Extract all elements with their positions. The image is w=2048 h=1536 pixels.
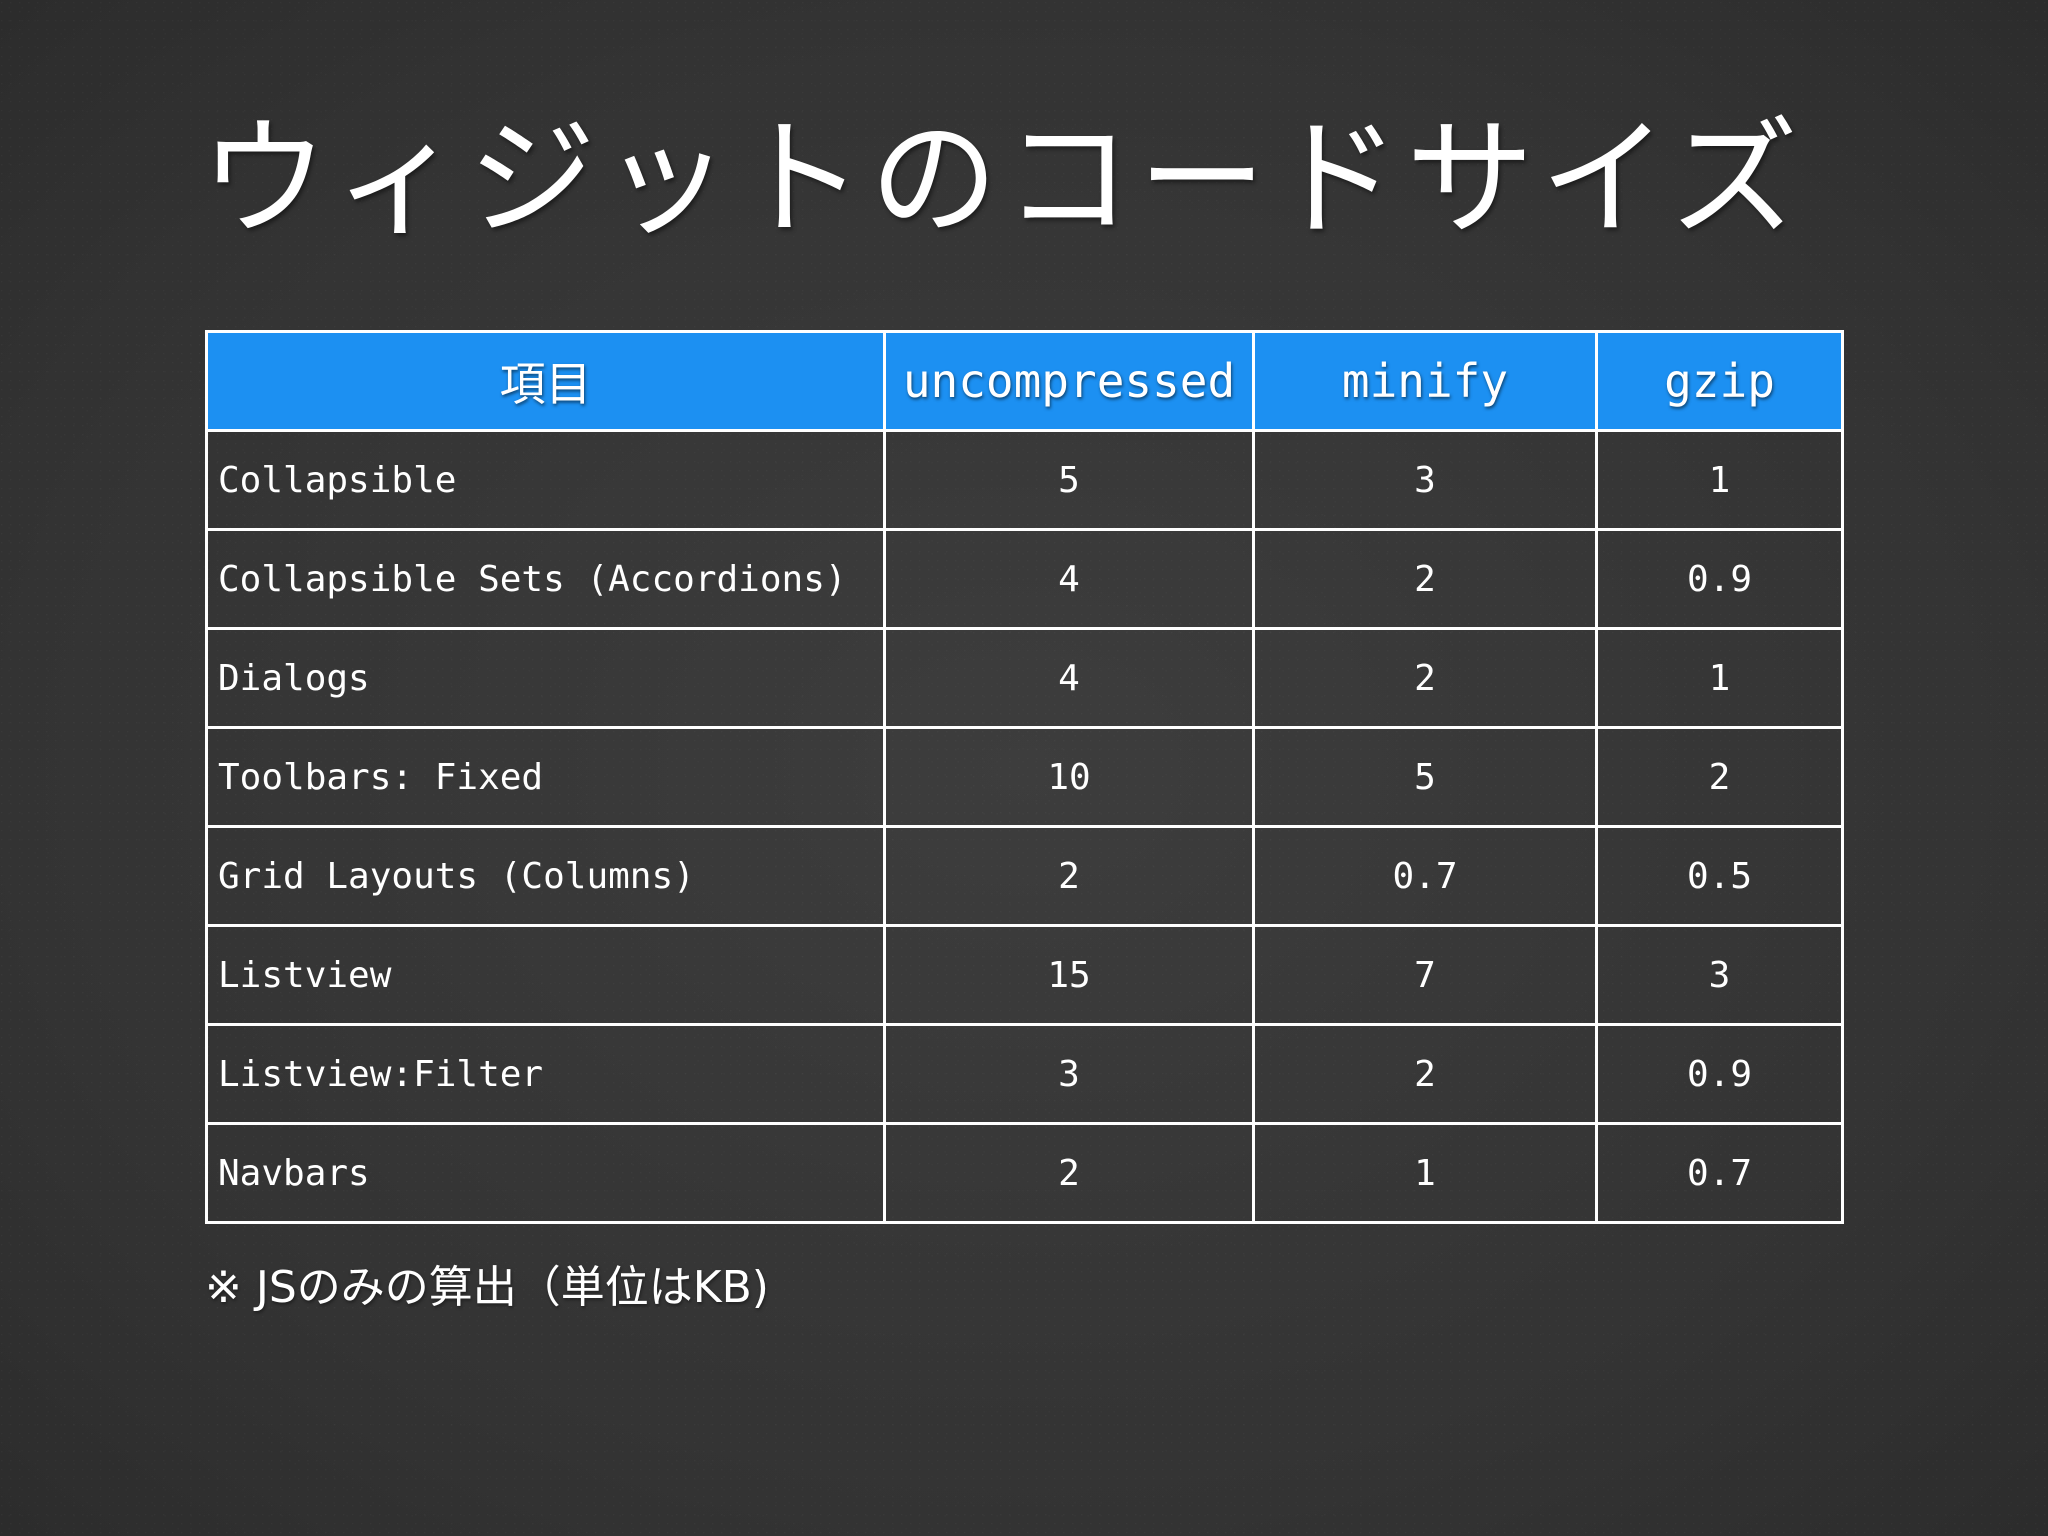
- cell-minify: 3: [1252, 429, 1598, 531]
- table-row: Grid Layouts (Columns) 2 0.7 0.5: [205, 825, 1844, 927]
- cell-minify: 0.7: [1252, 825, 1598, 927]
- cell-gzip: 0.9: [1595, 528, 1844, 630]
- table-header-row: 項目 uncompressed minify gzip: [205, 330, 1844, 432]
- cell-uncompressed: 2: [883, 825, 1255, 927]
- cell-gzip: 3: [1595, 924, 1844, 1026]
- table-row: Dialogs 4 2 1: [205, 627, 1844, 729]
- cell-item-name: Listview: [205, 924, 886, 1026]
- cell-minify: 2: [1252, 627, 1598, 729]
- table-row: Collapsible 5 3 1: [205, 429, 1844, 531]
- cell-uncompressed: 2: [883, 1122, 1255, 1224]
- cell-uncompressed: 3: [883, 1023, 1255, 1125]
- slide-title: ウィジットのコードサイズ: [200, 105, 1805, 254]
- cell-item-name: Collapsible: [205, 429, 886, 531]
- table-row: Listview:Filter 3 2 0.9: [205, 1023, 1844, 1125]
- cell-uncompressed: 4: [883, 627, 1255, 729]
- cell-uncompressed: 15: [883, 924, 1255, 1026]
- cell-uncompressed: 5: [883, 429, 1255, 531]
- column-header-item: 項目: [205, 330, 886, 432]
- cell-gzip: 0.9: [1595, 1023, 1844, 1125]
- cell-uncompressed: 10: [883, 726, 1255, 828]
- code-size-table-container: 項目 uncompressed minify gzip Collapsible …: [205, 330, 1844, 1224]
- cell-minify: 1: [1252, 1122, 1598, 1224]
- cell-item-name: Dialogs: [205, 627, 886, 729]
- cell-gzip: 0.7: [1595, 1122, 1844, 1224]
- cell-gzip: 0.5: [1595, 825, 1844, 927]
- cell-gzip: 1: [1595, 627, 1844, 729]
- cell-item-name: Collapsible Sets (Accordions): [205, 528, 886, 630]
- cell-minify: 7: [1252, 924, 1598, 1026]
- cell-uncompressed: 4: [883, 528, 1255, 630]
- cell-minify: 2: [1252, 1023, 1598, 1125]
- cell-item-name: Listview:Filter: [205, 1023, 886, 1125]
- code-size-table: 項目 uncompressed minify gzip Collapsible …: [205, 330, 1844, 1224]
- cell-item-name: Grid Layouts (Columns): [205, 825, 886, 927]
- table-row: Collapsible Sets (Accordions) 4 2 0.9: [205, 528, 1844, 630]
- footnote: ※ JSのみの算出（単位はKB): [205, 1262, 769, 1313]
- cell-minify: 5: [1252, 726, 1598, 828]
- table-row: Toolbars: Fixed 10 5 2: [205, 726, 1844, 828]
- cell-minify: 2: [1252, 528, 1598, 630]
- table-row: Listview 15 7 3: [205, 924, 1844, 1026]
- cell-item-name: Toolbars: Fixed: [205, 726, 886, 828]
- column-header-uncompressed: uncompressed: [883, 330, 1255, 432]
- column-header-gzip: gzip: [1595, 330, 1844, 432]
- column-header-minify: minify: [1252, 330, 1598, 432]
- table-row: Navbars 2 1 0.7: [205, 1122, 1844, 1224]
- cell-item-name: Navbars: [205, 1122, 886, 1224]
- cell-gzip: 1: [1595, 429, 1844, 531]
- cell-gzip: 2: [1595, 726, 1844, 828]
